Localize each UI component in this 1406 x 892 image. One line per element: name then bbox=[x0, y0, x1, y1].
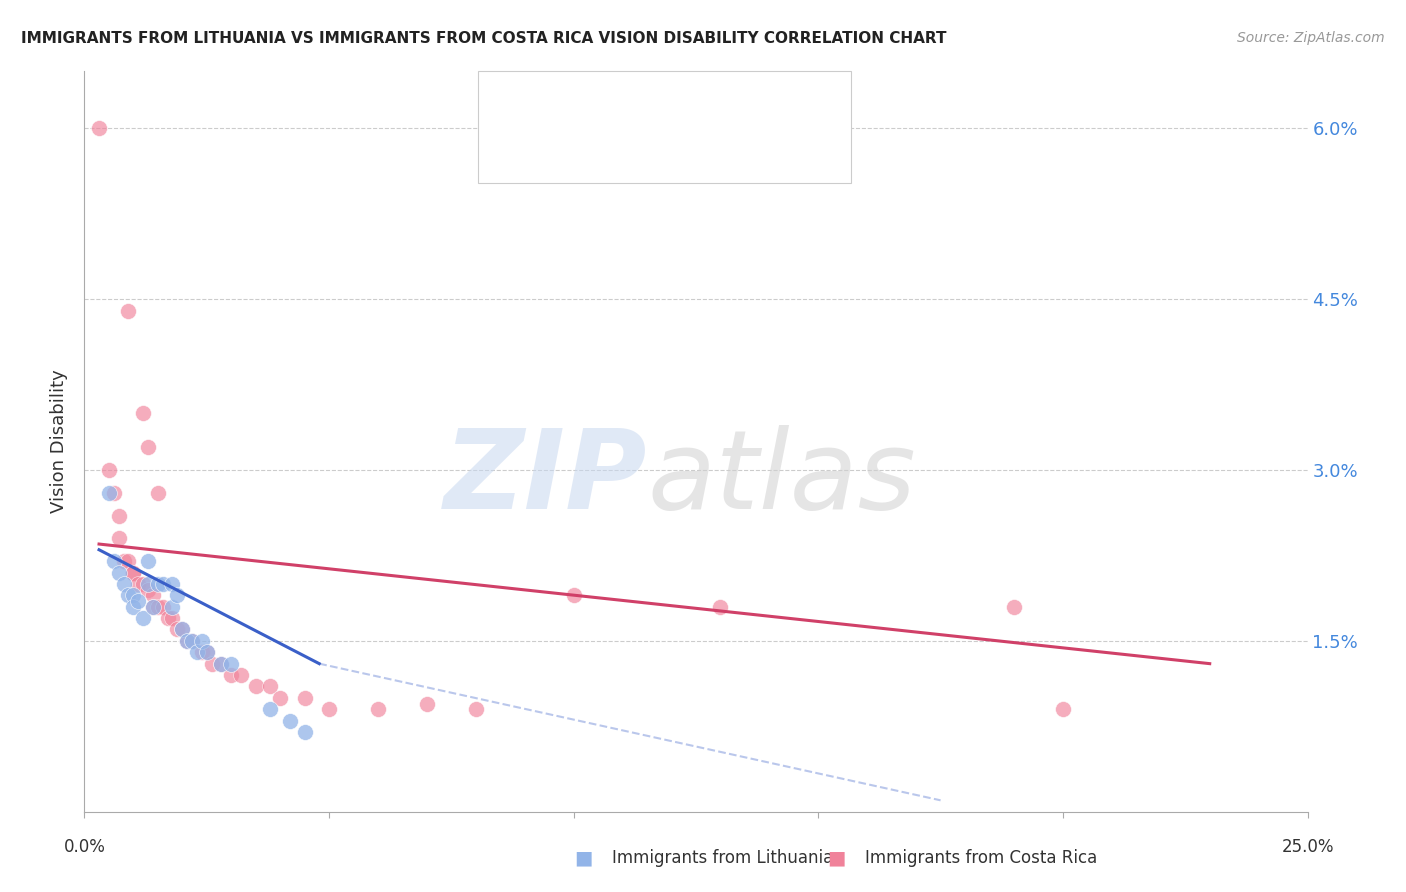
Point bbox=[259, 702, 281, 716]
Point bbox=[209, 657, 232, 671]
Text: ■: ■ bbox=[502, 133, 520, 153]
Point bbox=[181, 633, 204, 648]
Point bbox=[464, 702, 486, 716]
Point bbox=[229, 668, 252, 682]
Text: Immigrants from Costa Rica: Immigrants from Costa Rica bbox=[865, 849, 1097, 867]
Point bbox=[294, 725, 316, 739]
Point bbox=[112, 554, 135, 568]
Text: Source: ZipAtlas.com: Source: ZipAtlas.com bbox=[1237, 31, 1385, 45]
Point bbox=[195, 645, 218, 659]
Point bbox=[146, 599, 169, 614]
Point bbox=[107, 566, 129, 580]
Point bbox=[136, 440, 159, 454]
Point bbox=[269, 690, 291, 705]
Point bbox=[176, 633, 198, 648]
Point bbox=[166, 623, 188, 637]
Point bbox=[132, 406, 155, 420]
Point bbox=[142, 588, 165, 602]
Point bbox=[209, 657, 232, 671]
Point bbox=[367, 702, 389, 716]
Point bbox=[294, 690, 316, 705]
Point bbox=[127, 594, 149, 608]
Text: atlas: atlas bbox=[647, 425, 915, 532]
Text: IMMIGRANTS FROM LITHUANIA VS IMMIGRANTS FROM COSTA RICA VISION DISABILITY CORREL: IMMIGRANTS FROM LITHUANIA VS IMMIGRANTS … bbox=[21, 31, 946, 46]
Point bbox=[136, 582, 159, 597]
Point bbox=[152, 599, 174, 614]
Point bbox=[318, 702, 340, 716]
Point bbox=[259, 680, 281, 694]
Point bbox=[195, 645, 218, 659]
Point bbox=[191, 633, 214, 648]
Text: 25.0%: 25.0% bbox=[1281, 838, 1334, 856]
Text: Immigrants from Lithuania: Immigrants from Lithuania bbox=[612, 849, 832, 867]
Point bbox=[278, 714, 301, 728]
Point bbox=[1052, 702, 1074, 716]
Point bbox=[146, 485, 169, 500]
Y-axis label: Vision Disability: Vision Disability bbox=[49, 369, 67, 514]
Point bbox=[117, 588, 139, 602]
Point bbox=[142, 599, 165, 614]
Point bbox=[122, 566, 145, 580]
Point bbox=[87, 121, 110, 136]
Point bbox=[122, 588, 145, 602]
Point bbox=[117, 554, 139, 568]
Point bbox=[181, 633, 204, 648]
Text: ■: ■ bbox=[827, 848, 846, 868]
Point bbox=[162, 611, 184, 625]
Point bbox=[219, 657, 242, 671]
Point bbox=[132, 611, 155, 625]
Point bbox=[97, 485, 120, 500]
Point bbox=[152, 577, 174, 591]
Point bbox=[97, 463, 120, 477]
Point bbox=[156, 611, 179, 625]
Point bbox=[142, 599, 165, 614]
Point bbox=[245, 680, 267, 694]
Text: ■: ■ bbox=[574, 848, 593, 868]
Point bbox=[117, 303, 139, 318]
Point bbox=[416, 697, 439, 711]
Point bbox=[162, 577, 184, 591]
Point bbox=[136, 554, 159, 568]
Point bbox=[166, 588, 188, 602]
Point bbox=[191, 645, 214, 659]
Point bbox=[172, 623, 194, 637]
Point bbox=[103, 485, 125, 500]
Point bbox=[107, 532, 129, 546]
Point bbox=[1002, 599, 1025, 614]
Text: R =  -0.159    N = 44: R = -0.159 N = 44 bbox=[530, 134, 718, 152]
Text: R = -0.405    N = 28: R = -0.405 N = 28 bbox=[530, 94, 713, 112]
Point bbox=[162, 599, 184, 614]
Point bbox=[107, 508, 129, 523]
Point bbox=[186, 645, 208, 659]
Point bbox=[172, 623, 194, 637]
Point bbox=[132, 577, 155, 591]
Point bbox=[136, 577, 159, 591]
Point bbox=[122, 566, 145, 580]
Point bbox=[562, 588, 585, 602]
Point bbox=[219, 668, 242, 682]
Point bbox=[176, 633, 198, 648]
Point bbox=[103, 554, 125, 568]
Point bbox=[200, 657, 222, 671]
Point bbox=[127, 577, 149, 591]
Text: ■: ■ bbox=[502, 93, 520, 112]
Point bbox=[146, 577, 169, 591]
Point bbox=[112, 577, 135, 591]
Text: ZIP: ZIP bbox=[443, 425, 647, 532]
Text: 0.0%: 0.0% bbox=[63, 838, 105, 856]
Point bbox=[709, 599, 731, 614]
Point bbox=[122, 599, 145, 614]
